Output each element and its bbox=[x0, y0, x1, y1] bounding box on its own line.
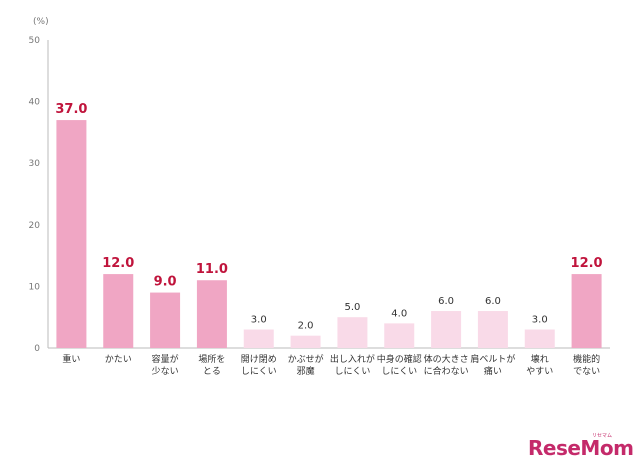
bar bbox=[56, 120, 87, 348]
category-label: 体の大きさ bbox=[424, 353, 469, 365]
y-tick-label: 10 bbox=[29, 282, 41, 292]
bar bbox=[290, 335, 321, 348]
category-label: とる bbox=[203, 366, 221, 377]
category-label: に合わない bbox=[424, 365, 469, 377]
bar bbox=[524, 329, 555, 348]
bars bbox=[56, 120, 602, 348]
category-label: 出し入れが bbox=[330, 353, 375, 365]
y-tick-label: 0 bbox=[34, 344, 40, 354]
value-labels: 37.0 12.0 9.0 11.0 3.0 2.0 5.0 4.0 6.0 6.0 3.0 12.0 bbox=[55, 102, 602, 332]
bar bbox=[477, 311, 508, 348]
bar-value-label: 5.0 bbox=[344, 302, 360, 313]
bar bbox=[243, 329, 274, 348]
category-label: 機能的 bbox=[573, 353, 600, 365]
category-label: 中身の確認 bbox=[377, 353, 422, 365]
y-tick-label: 50 bbox=[29, 36, 41, 46]
bar bbox=[384, 323, 415, 348]
y-tick-label: 40 bbox=[29, 98, 41, 108]
category-label: でない bbox=[573, 366, 600, 377]
category-label: 重い bbox=[62, 353, 80, 365]
category-label: 肩ベルトが bbox=[470, 353, 515, 365]
y-axis-ticks: 0 10 20 30 40 50 bbox=[29, 36, 41, 354]
bar bbox=[571, 274, 602, 348]
bar-value-label: 12.0 bbox=[102, 256, 134, 271]
y-tick-label: 20 bbox=[29, 221, 41, 231]
bar bbox=[196, 280, 227, 348]
bar-value-label: 4.0 bbox=[391, 308, 407, 319]
category-label: かたい bbox=[105, 354, 132, 365]
bar bbox=[103, 274, 134, 348]
resemom-logo: ReseMom bbox=[528, 436, 634, 460]
category-label: かぶせが bbox=[288, 353, 324, 365]
bar bbox=[431, 311, 462, 348]
category-label: 痛い bbox=[484, 365, 502, 377]
bar-value-label: 3.0 bbox=[251, 315, 267, 326]
bar-value-label: 3.0 bbox=[532, 315, 548, 326]
category-labels: 重い かたい 容量が少ない場所をとる開け閉めしにくいかぶせが邪魔出し入れがしにくい中… bbox=[62, 353, 600, 377]
category-label: 開け閉め bbox=[241, 354, 277, 365]
bar-value-label: 6.0 bbox=[485, 296, 501, 307]
bar bbox=[150, 292, 181, 348]
y-tick-label: 30 bbox=[29, 159, 41, 169]
category-label: 場所を bbox=[198, 353, 225, 365]
category-label: 壊れ bbox=[531, 353, 549, 365]
bar-value-label: 2.0 bbox=[298, 321, 314, 332]
category-label: 邪魔 bbox=[297, 365, 315, 377]
bar-value-label: 11.0 bbox=[196, 262, 228, 277]
category-label: しにくい bbox=[241, 366, 277, 377]
resemom-logo-ruby: リセマム bbox=[592, 433, 613, 439]
category-label: しにくい bbox=[381, 366, 417, 377]
category-label: 少ない bbox=[152, 366, 179, 377]
y-axis-unit: (%) bbox=[33, 17, 49, 27]
bar-value-label: 9.0 bbox=[154, 275, 177, 290]
bar bbox=[337, 317, 368, 348]
bar-value-label: 12.0 bbox=[571, 256, 603, 271]
bar-value-label: 6.0 bbox=[438, 296, 454, 307]
category-label: やすい bbox=[526, 366, 553, 377]
category-label: しにくい bbox=[335, 366, 371, 377]
category-label: 容量が bbox=[152, 353, 179, 365]
bar-value-label: 37.0 bbox=[55, 102, 87, 117]
